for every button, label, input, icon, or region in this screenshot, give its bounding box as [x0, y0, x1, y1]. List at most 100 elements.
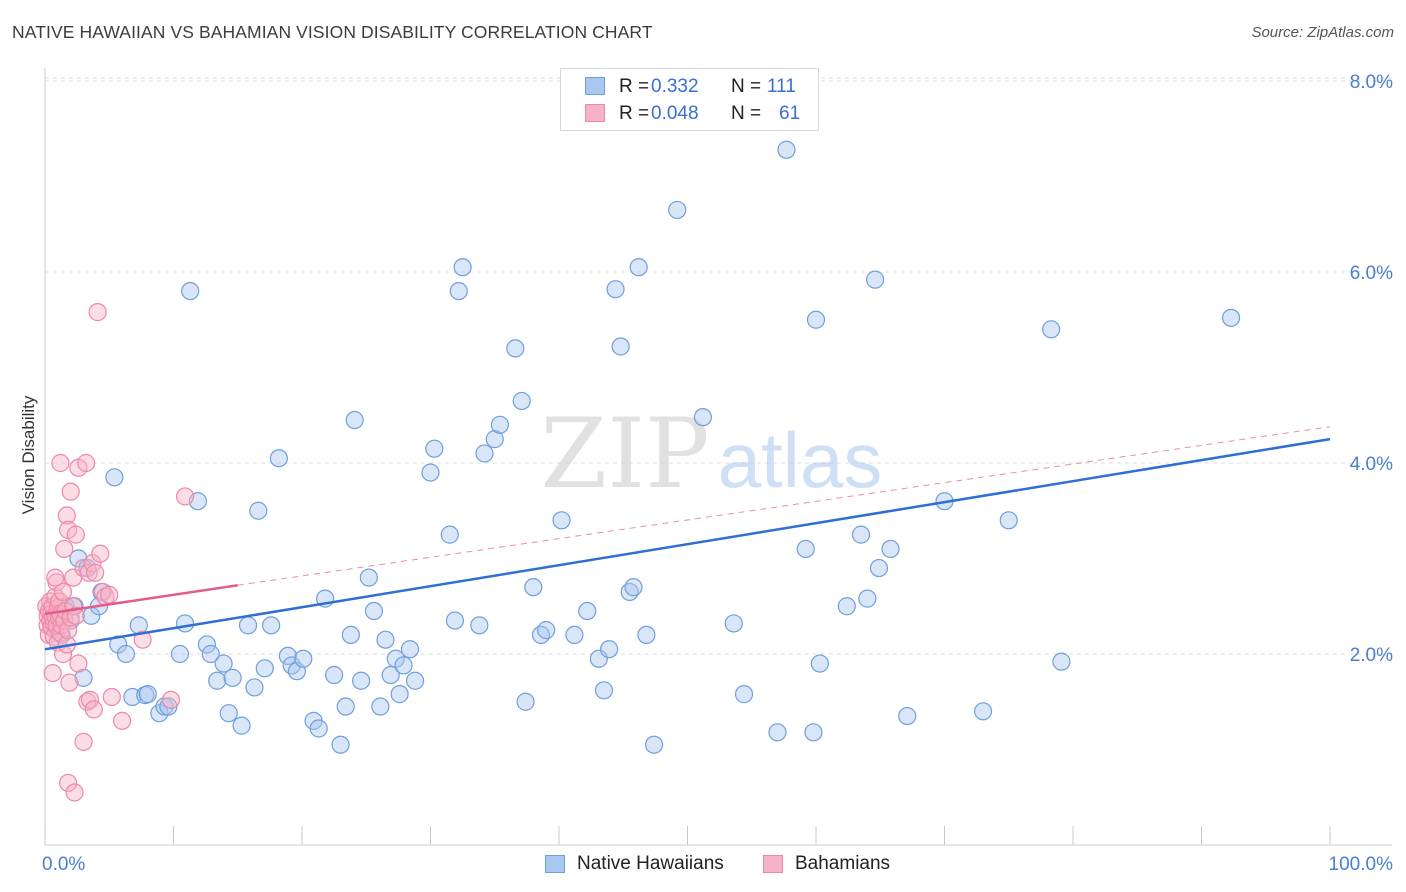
data-point-native-hawaiian — [245, 678, 264, 697]
data-point-native-hawaiian — [74, 668, 93, 687]
bottom-legend-swatch-blue — [545, 855, 565, 873]
data-point-bahamian — [102, 687, 121, 707]
legend-swatch-pink — [585, 104, 605, 122]
trendline-bahamian-extension — [237, 426, 1331, 586]
data-point-native-hawaiian — [325, 665, 344, 685]
data-point-native-hawaiian — [1221, 308, 1241, 327]
data-point-bahamian — [100, 585, 119, 604]
data-point-native-hawaiian — [768, 723, 787, 742]
data-point-native-hawaiian — [490, 415, 509, 434]
data-point-bahamian — [55, 539, 74, 559]
data-point-native-hawaiian — [219, 704, 238, 723]
data-point-native-hawaiian — [223, 668, 242, 687]
data-point-native-hawaiian — [565, 625, 584, 645]
data-point-native-hawaiian — [624, 578, 643, 597]
data-point-native-hawaiian — [516, 692, 535, 711]
bottom-legend-label: Bahamians — [795, 853, 891, 874]
data-point-native-hawaiian — [611, 337, 630, 356]
legend-r-value: 0.332 — [651, 76, 699, 97]
data-point-bahamian — [69, 654, 88, 673]
data-point-native-hawaiian — [175, 614, 195, 633]
data-point-native-hawaiian — [181, 282, 200, 301]
data-point-bahamian — [80, 690, 100, 709]
data-point-native-hawaiian — [359, 568, 378, 587]
bottom-legend-label: Native Hawaiians — [577, 853, 724, 874]
data-point-native-hawaiian — [485, 430, 504, 449]
data-point-native-hawaiian — [1042, 320, 1061, 339]
data-point-native-hawaiian — [345, 410, 364, 430]
data-point-native-hawaiian — [440, 525, 459, 544]
data-point-native-hawaiian — [475, 444, 494, 463]
data-point-native-hawaiian — [858, 589, 877, 608]
data-point-native-hawaiian — [294, 649, 313, 668]
data-point-native-hawaiian — [232, 716, 251, 735]
data-point-bahamian — [59, 773, 78, 793]
legend-n-label: N = — [731, 103, 762, 124]
data-point-native-hawaiian — [197, 635, 217, 654]
data-point-bahamian — [84, 700, 103, 719]
data-point-native-hawaiian — [734, 685, 754, 704]
axes-layer — [44, 68, 1392, 846]
y-tick-label: 6.0% — [1350, 263, 1393, 284]
data-point-native-hawaiian — [381, 665, 400, 685]
x-tick-label: 0.0% — [42, 854, 85, 875]
data-point-native-hawaiian — [453, 258, 472, 277]
data-point-native-hawaiian — [282, 656, 301, 675]
data-point-native-hawaiian — [506, 339, 525, 358]
data-point-native-hawaiian — [881, 539, 900, 559]
legend-r-value: 0.048 — [651, 103, 699, 124]
data-point-native-hawaiian — [606, 280, 625, 299]
bottom-legend-swatch-pink — [763, 855, 783, 873]
data-point-native-hawaiian — [644, 735, 664, 754]
data-point-bahamian — [77, 453, 96, 473]
data-point-native-hawaiian — [777, 140, 796, 159]
data-point-bahamian — [91, 544, 110, 563]
data-point-native-hawaiian — [309, 719, 328, 738]
watermark: ZIP atlas — [540, 398, 882, 510]
data-point-bahamian — [175, 487, 195, 506]
y-axis-title: Vision Disability — [19, 395, 38, 514]
points-layer — [37, 140, 1241, 802]
legend-r-label: R = — [619, 76, 650, 97]
data-point-bahamian — [78, 692, 97, 711]
data-point-native-hawaiian — [405, 671, 425, 690]
grid-layer — [45, 77, 1392, 655]
data-point-native-hawaiian — [105, 468, 124, 487]
data-point-native-hawaiian — [201, 644, 220, 664]
data-point-native-hawaiian — [336, 697, 355, 716]
data-point-native-hawaiian — [629, 258, 648, 277]
data-point-native-hawaiian — [999, 511, 1018, 530]
data-point-native-hawaiian — [973, 702, 993, 721]
data-point-native-hawaiian — [262, 616, 281, 635]
data-point-native-hawaiian — [364, 601, 384, 621]
data-point-native-hawaiian — [869, 558, 889, 578]
data-point-bahamian — [61, 482, 80, 501]
data-point-native-hawaiian — [400, 640, 420, 659]
data-point-bahamian — [86, 563, 105, 582]
legend-swatch-blue — [585, 77, 605, 95]
data-point-native-hawaiian — [804, 723, 823, 742]
data-point-native-hawaiian — [1052, 652, 1071, 671]
data-point-bahamian — [88, 303, 107, 322]
data-point-native-hawaiian — [116, 644, 136, 664]
data-point-native-hawaiian — [668, 200, 687, 220]
data-point-native-hawaiian — [421, 463, 440, 482]
data-point-bahamian — [65, 783, 84, 802]
data-point-bahamian — [46, 568, 65, 587]
data-point-native-hawaiian — [425, 439, 444, 458]
legend-n-label: N = — [731, 76, 762, 97]
data-point-native-hawaiian — [269, 449, 288, 468]
data-point-native-hawaiian — [578, 601, 597, 621]
trendline-bahamian — [44, 584, 238, 616]
data-point-native-hawaiian — [278, 646, 297, 666]
legend-n-value: 61 — [779, 103, 801, 124]
data-point-bahamian — [53, 582, 73, 602]
y-tick-label: 2.0% — [1350, 645, 1393, 666]
data-point-native-hawaiian — [341, 625, 360, 645]
data-point-bahamian — [66, 606, 85, 625]
data-point-native-hawaiian — [249, 501, 268, 520]
labels-layer: 2.0% 4.0% 6.0% 8.0% 0.0% 100.0% Vision Disabil… — [19, 72, 1393, 875]
data-point-native-hawaiian — [109, 635, 128, 654]
data-point-native-hawaiian — [331, 735, 350, 754]
